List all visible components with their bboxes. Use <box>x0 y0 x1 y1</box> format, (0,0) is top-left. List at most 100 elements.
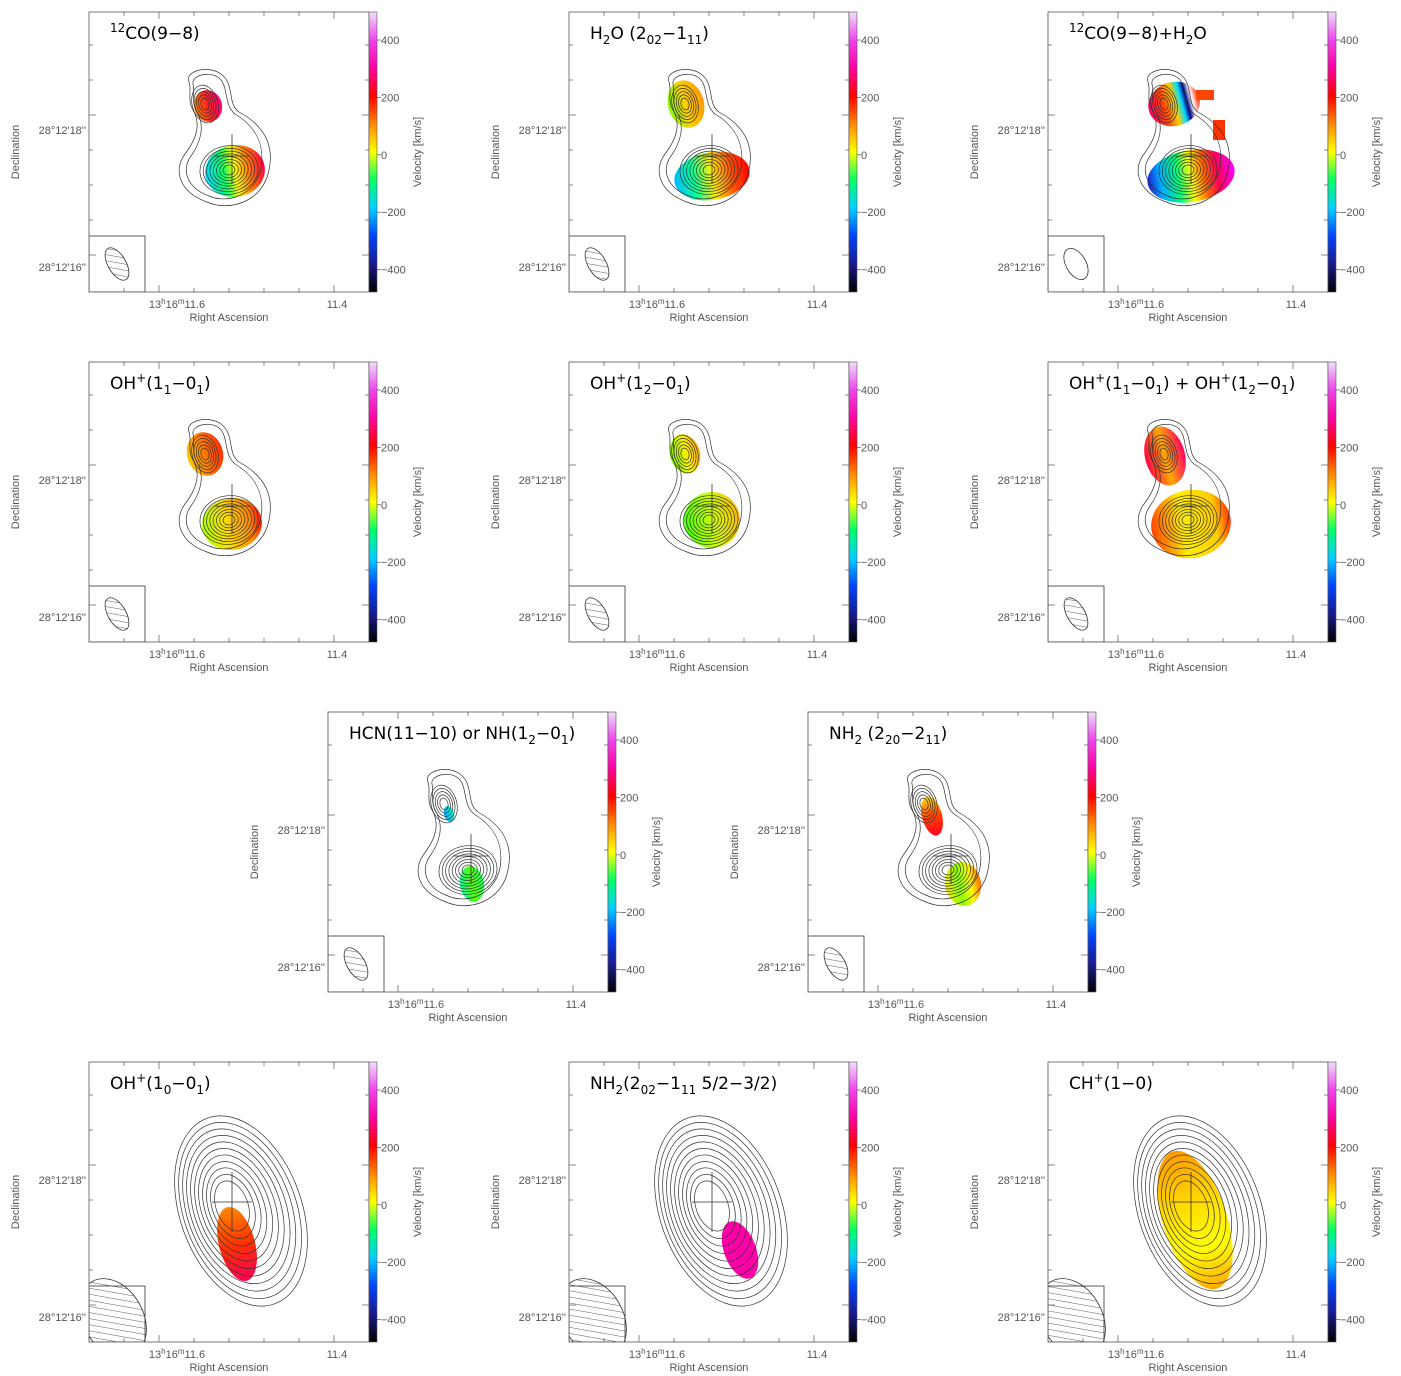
colorbar-tick-label: −400 <box>861 265 886 277</box>
contour-line <box>190 1141 285 1277</box>
contour-line <box>702 514 716 526</box>
contour-envelope <box>1137 419 1230 556</box>
colorbar-tick-label: 0 <box>861 1200 867 1212</box>
contour-line <box>662 1128 777 1292</box>
beam-box <box>89 585 146 642</box>
contour-line <box>673 88 697 120</box>
contour-line <box>671 84 699 124</box>
panel: 28°12'18'' 28°12'16'' 13h16m11.6 11.4 Right … <box>249 711 663 1024</box>
x-tick-label: 13h16m11.6 <box>149 1347 205 1361</box>
contour-line <box>682 498 736 542</box>
contour-line <box>199 495 259 545</box>
x-tick-label: 11.4 <box>807 649 828 661</box>
contour-line <box>1149 1141 1244 1277</box>
x-axis-label: Right Ascension <box>670 1362 749 1374</box>
contour-line <box>455 859 481 881</box>
beam-box <box>1048 585 1105 642</box>
contour-line <box>198 1154 273 1262</box>
colorbar: 400 200 0 −200 −400 Velocity [km/s] <box>848 1061 904 1343</box>
colorbar-tick-label: 400 <box>861 1085 879 1097</box>
contour-line <box>216 509 242 531</box>
colorbar-tick-label: 200 <box>620 792 638 804</box>
contour-line <box>680 447 690 461</box>
contour-line <box>914 791 934 817</box>
x-tick-label: 13h16m11.6 <box>629 647 685 661</box>
contour-line <box>198 94 212 114</box>
panel-title: OH+​(11​−01​) <box>110 371 211 397</box>
contour-line <box>438 845 498 895</box>
contour-line <box>1175 159 1201 181</box>
colorbar-tick-label: 200 <box>381 1142 399 1154</box>
velocity-map <box>193 90 265 198</box>
contour-line <box>699 161 719 179</box>
colorbar-label: Velocity [km/s] <box>412 467 424 537</box>
colorbar-tick-label: −400 <box>1100 965 1125 977</box>
colorbar-tick-label: 400 <box>1340 385 1358 397</box>
y-tick-label: 28°12'16'' <box>519 612 566 624</box>
colorbar: 400 200 0 −200 −400 Velocity [km/s] <box>1327 361 1383 643</box>
contour-line <box>1169 1174 1215 1239</box>
contour-line <box>222 514 236 526</box>
axis-ticks <box>1048 1062 1328 1342</box>
contour-line <box>202 148 256 192</box>
contour-line <box>432 788 456 820</box>
contour-line <box>679 495 739 545</box>
contour-envelope <box>1145 73 1222 200</box>
contour-line <box>202 1161 268 1254</box>
x-tick-label: 13h16m11.6 <box>1108 1347 1164 1361</box>
contour-line <box>1178 161 1198 179</box>
contour-envelope <box>666 73 743 200</box>
panel: 28°12'18'' 28°12'16'' 13h16m11.6 11.4 Right … <box>969 361 1383 674</box>
velocity-map <box>721 1221 759 1279</box>
contour-line <box>692 156 726 184</box>
x-tick-label: 13h16m11.6 <box>629 1347 685 1361</box>
contour-line <box>195 441 215 467</box>
contour-line <box>931 856 965 884</box>
colorbar-tick-label: 0 <box>861 500 867 512</box>
x-tick-label: 11.4 <box>327 1349 348 1361</box>
x-tick-label: 11.4 <box>1286 649 1307 661</box>
contour-line <box>686 150 732 190</box>
colorbar-label: Velocity [km/s] <box>1371 117 1383 187</box>
colorbar-tick-label: −200 <box>1340 1257 1365 1269</box>
colorbar-label: Velocity [km/s] <box>1131 817 1143 887</box>
x-axis-label: Right Ascension <box>190 662 269 674</box>
y-tick-label: 28°12'16'' <box>39 262 86 274</box>
y-tick-label: 28°12'18'' <box>39 125 86 137</box>
y-tick-label: 28°12'16'' <box>278 962 325 974</box>
contour-line <box>674 1148 759 1269</box>
contour-line <box>198 444 212 464</box>
beam-ellipse <box>104 247 130 281</box>
contour-line <box>680 97 690 111</box>
panel: 28°12'18'' 28°12'16'' 13h16m11.6 11.4 Right … <box>490 1061 904 1374</box>
contour-envelope <box>1137 69 1230 206</box>
contour-line <box>925 850 971 890</box>
contour-envelope <box>178 69 271 206</box>
emission-north <box>669 434 701 474</box>
axis-ticks <box>1048 12 1328 292</box>
contour-line <box>182 1128 297 1292</box>
colorbar-tick-label: 200 <box>1340 442 1358 454</box>
x-axis-label: Right Ascension <box>1149 1362 1228 1374</box>
contour-envelope <box>905 773 982 900</box>
panel: 28°12'18'' 28°12'16'' 13h16m11.6 11.4 Right … <box>10 361 424 674</box>
colorbar: 400 200 0 −200 −400 Velocity [km/s] <box>848 361 904 643</box>
colorbar-tick-label: 400 <box>861 385 879 397</box>
colorbar-tick-label: −400 <box>381 615 406 627</box>
contour-line <box>1165 1167 1221 1247</box>
contour-envelope <box>666 423 743 550</box>
contour-line <box>1154 91 1174 117</box>
contour-line <box>678 1154 753 1262</box>
velocity-map <box>1157 1150 1233 1290</box>
contour-line <box>702 164 716 176</box>
contour-line <box>430 784 458 824</box>
contour-envelope <box>186 423 263 550</box>
colorbar-label: Velocity [km/s] <box>892 467 904 537</box>
x-tick-label: 11.4 <box>807 1349 828 1361</box>
contour-line <box>1159 447 1169 461</box>
y-axis-label: Declination <box>10 475 22 529</box>
contour-line <box>216 159 242 181</box>
beam-ellipse <box>823 947 849 981</box>
contour-line <box>206 500 252 540</box>
axis-ticks <box>328 712 608 992</box>
